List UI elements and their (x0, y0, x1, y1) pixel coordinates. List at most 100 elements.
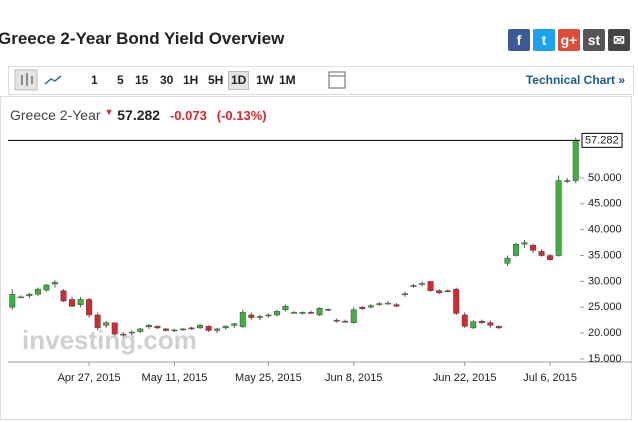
candle-body (128, 331, 135, 334)
candle-body (359, 306, 366, 310)
candle-body (222, 326, 229, 329)
candle-body (367, 305, 374, 308)
candle-body (94, 314, 101, 329)
candle-body (299, 312, 306, 314)
interval-button[interactable]: 5H (208, 73, 224, 87)
y-tick-label: 45.000 (588, 198, 622, 210)
interval-button[interactable]: 1 (91, 73, 98, 87)
candle-body (538, 251, 545, 256)
candle-body (572, 140, 579, 181)
candle-body (239, 312, 246, 328)
y-tick-label: 40.000 (588, 224, 622, 236)
watermark: investing.com (22, 325, 197, 355)
candle-body (495, 326, 502, 329)
candle-body (77, 299, 84, 305)
candle-body (231, 323, 238, 326)
candle-body (34, 288, 41, 295)
chart-type-icons (14, 69, 62, 91)
candle-body (291, 312, 297, 314)
candle-body (530, 244, 537, 251)
last-price-box (581, 132, 623, 148)
x-tick-label: Jul 6, 2015 (523, 372, 577, 384)
x-tick-label: May 11, 2015 (142, 372, 208, 384)
email-icon[interactable]: ✉ (608, 29, 630, 51)
x-tick-label: Apr 27, 2015 (58, 372, 121, 384)
candle-body (487, 322, 494, 326)
candle-body (120, 333, 127, 336)
candle-body (248, 314, 255, 318)
interval-button[interactable]: 1W (256, 73, 274, 87)
interval-button[interactable]: 1H (183, 73, 199, 87)
candle-body (256, 316, 263, 318)
candle-body (308, 312, 315, 314)
candle-body (504, 257, 511, 264)
candle-body (512, 243, 519, 256)
candle-body (180, 328, 186, 331)
candle-body (111, 322, 118, 335)
candle-body (410, 285, 417, 287)
down-arrow: ▼ (104, 107, 114, 117)
last-price-label: 57.282 (585, 134, 619, 146)
candle-body (316, 307, 323, 316)
interval-button[interactable]: 1M (279, 73, 296, 87)
candle-body (69, 299, 76, 307)
candle-body (453, 288, 460, 314)
candle-body (376, 303, 383, 305)
candle-body (51, 282, 58, 285)
y-tick-label: 35.000 (588, 249, 622, 261)
candle-body (547, 255, 554, 260)
interval-button[interactable]: 15 (135, 73, 149, 87)
interval-button[interactable]: 1D (228, 71, 250, 90)
x-tick-label: May 25, 2015 (235, 372, 302, 384)
candle-body (214, 328, 221, 331)
candle-body (393, 304, 400, 307)
facebook-icon[interactable]: f (508, 29, 530, 51)
candle-body (188, 327, 195, 330)
candle-body (419, 283, 426, 285)
candle-body (154, 326, 161, 329)
page-title: Greece 2-Year Bond Yield Overview (0, 29, 285, 48)
candle-body (17, 296, 24, 299)
candle-body (103, 322, 110, 326)
chart-panel: Greece 2-Year ▼ 57.282 -0.073 (-0.13%) (0, 96, 632, 420)
candle-body (265, 314, 272, 317)
candle-body (384, 302, 391, 305)
quote-change: -0.073 (169, 108, 207, 123)
y-tick-label: 15.000 (588, 353, 622, 365)
stocktwits-icon[interactable]: st (583, 29, 605, 51)
candle-body (60, 290, 67, 302)
y-tick-label: 50.000 (588, 172, 622, 184)
candle-body (333, 319, 340, 322)
google-icon[interactable]: g+ (558, 29, 580, 51)
interval-button[interactable]: 30 (160, 73, 174, 87)
candle-body (342, 320, 349, 323)
y-tick-label: 20.000 (588, 327, 622, 339)
candle-icon[interactable] (14, 69, 38, 91)
candle-body (350, 309, 357, 323)
y-tick-label: 25.000 (588, 301, 622, 313)
y-tick-label: 30.000 (588, 275, 622, 287)
share-icons: f t g+ st ✉ (508, 29, 630, 51)
x-tick-label: Jun 8, 2015 (325, 372, 383, 384)
twitter-icon[interactable]: t (533, 29, 555, 51)
candle-body (555, 180, 562, 256)
candle-body (564, 180, 571, 182)
candle-body (470, 321, 477, 329)
candle-body (145, 325, 152, 328)
candle-body (325, 309, 332, 311)
quote-line: Greece 2-Year ▼ 57.282 -0.073 (-0.13%) (10, 107, 267, 123)
settings-icon[interactable] (327, 70, 347, 90)
candle-body (137, 328, 144, 332)
technical-chart-link[interactable]: Technical Chart » (525, 73, 625, 87)
toolbar: Technical Chart » 1 5 15 30 1H 5H 1D 1W 1M (8, 66, 634, 95)
candle-body (478, 320, 485, 323)
candle-body (86, 299, 93, 316)
candle-body (521, 242, 528, 245)
line-icon[interactable] (44, 75, 62, 85)
candle-body (427, 281, 434, 291)
candle-body (436, 290, 443, 293)
interval-button[interactable]: 5 (117, 73, 124, 87)
candle-body (273, 311, 280, 316)
